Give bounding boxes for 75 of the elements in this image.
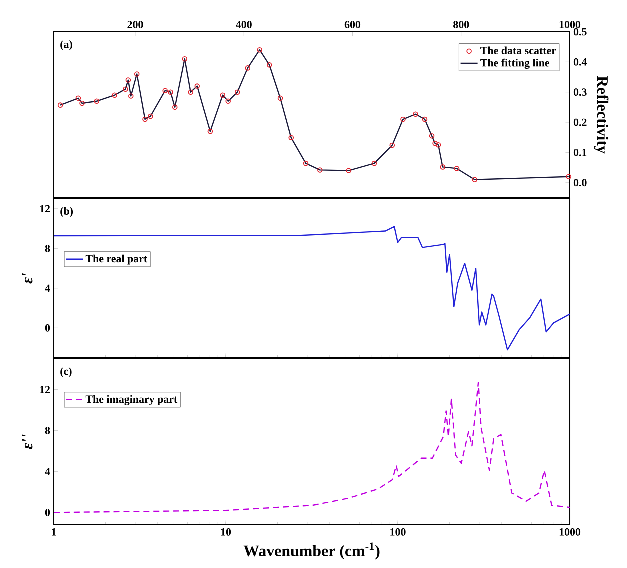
point (288, 135, 294, 141)
y-tick-label: 0 (45, 324, 50, 332)
y-tick-label: 12 (40, 386, 50, 394)
legend-label: The imaginary part (86, 395, 178, 406)
point (278, 96, 284, 102)
y-tick-label: 0 (45, 509, 50, 516)
y-tick-label: 0.0 (574, 179, 587, 187)
point (126, 78, 132, 83)
x-tick-label: 800 (454, 21, 470, 28)
x-tick-label: 10 (221, 528, 232, 536)
point (234, 90, 240, 95)
x-tick-label: 100 (390, 528, 406, 536)
point (372, 160, 378, 166)
point (566, 174, 572, 180)
point (436, 142, 442, 148)
x-tick-label: 200 (128, 21, 144, 28)
point (80, 100, 85, 106)
legend-label: The fitting line (480, 58, 550, 70)
y-tick-label: 0.3 (574, 88, 587, 96)
point (208, 128, 214, 134)
y-axis-title: ε' (22, 273, 33, 284)
y-tick-label: 12 (40, 205, 50, 213)
point (188, 90, 194, 95)
point (128, 94, 134, 99)
annotation: (a) (60, 40, 72, 50)
point (162, 88, 168, 94)
point (346, 168, 352, 174)
y-tick-label: 4 (45, 468, 50, 476)
point (432, 141, 438, 146)
point (472, 177, 478, 183)
point (112, 92, 118, 98)
point (220, 92, 226, 98)
point (182, 56, 188, 62)
y-tick-label: 0.1 (574, 148, 587, 156)
point (142, 116, 148, 122)
point (257, 47, 262, 53)
point (168, 90, 174, 95)
legend-label: The data scatter (480, 46, 556, 55)
y-tick-label: 8 (45, 244, 50, 252)
legend-label: The real part (86, 254, 148, 265)
y-tick-label: 8 (45, 427, 50, 434)
point (390, 142, 396, 148)
x-axis-title: Wavenumber (cm$^{-1}$) (244, 542, 380, 560)
point (172, 104, 178, 110)
x-tick-label: 1000 (560, 528, 581, 536)
x-tick-label: 400 (236, 21, 252, 28)
point (318, 168, 323, 173)
annotation: (c) (60, 367, 72, 378)
x-tick-label: 1000 (560, 21, 581, 28)
point (266, 62, 272, 68)
x-tick-label: 1 (52, 528, 56, 536)
y-axis-title: Reflectivity (594, 76, 609, 154)
point (303, 160, 309, 166)
point (58, 102, 64, 108)
point (454, 166, 460, 172)
point (400, 116, 406, 122)
annotation: (b) (60, 207, 74, 218)
point (123, 86, 128, 92)
point (134, 72, 140, 77)
y-tick-label: 0.2 (574, 118, 587, 126)
point (422, 116, 428, 122)
y-tick-label: 4 (45, 284, 50, 292)
point (413, 112, 418, 118)
y-tick-label: 0.5 (574, 28, 587, 36)
x-tick-label: 600 (344, 21, 361, 28)
point (440, 164, 446, 170)
point (194, 84, 200, 89)
y-tick-label: 0.4 (574, 58, 587, 66)
point (226, 98, 231, 104)
y-axis-title: ε'' (22, 434, 33, 450)
point (94, 98, 100, 104)
point (76, 96, 82, 102)
point (148, 114, 154, 120)
point (245, 66, 251, 71)
point (429, 133, 435, 139)
